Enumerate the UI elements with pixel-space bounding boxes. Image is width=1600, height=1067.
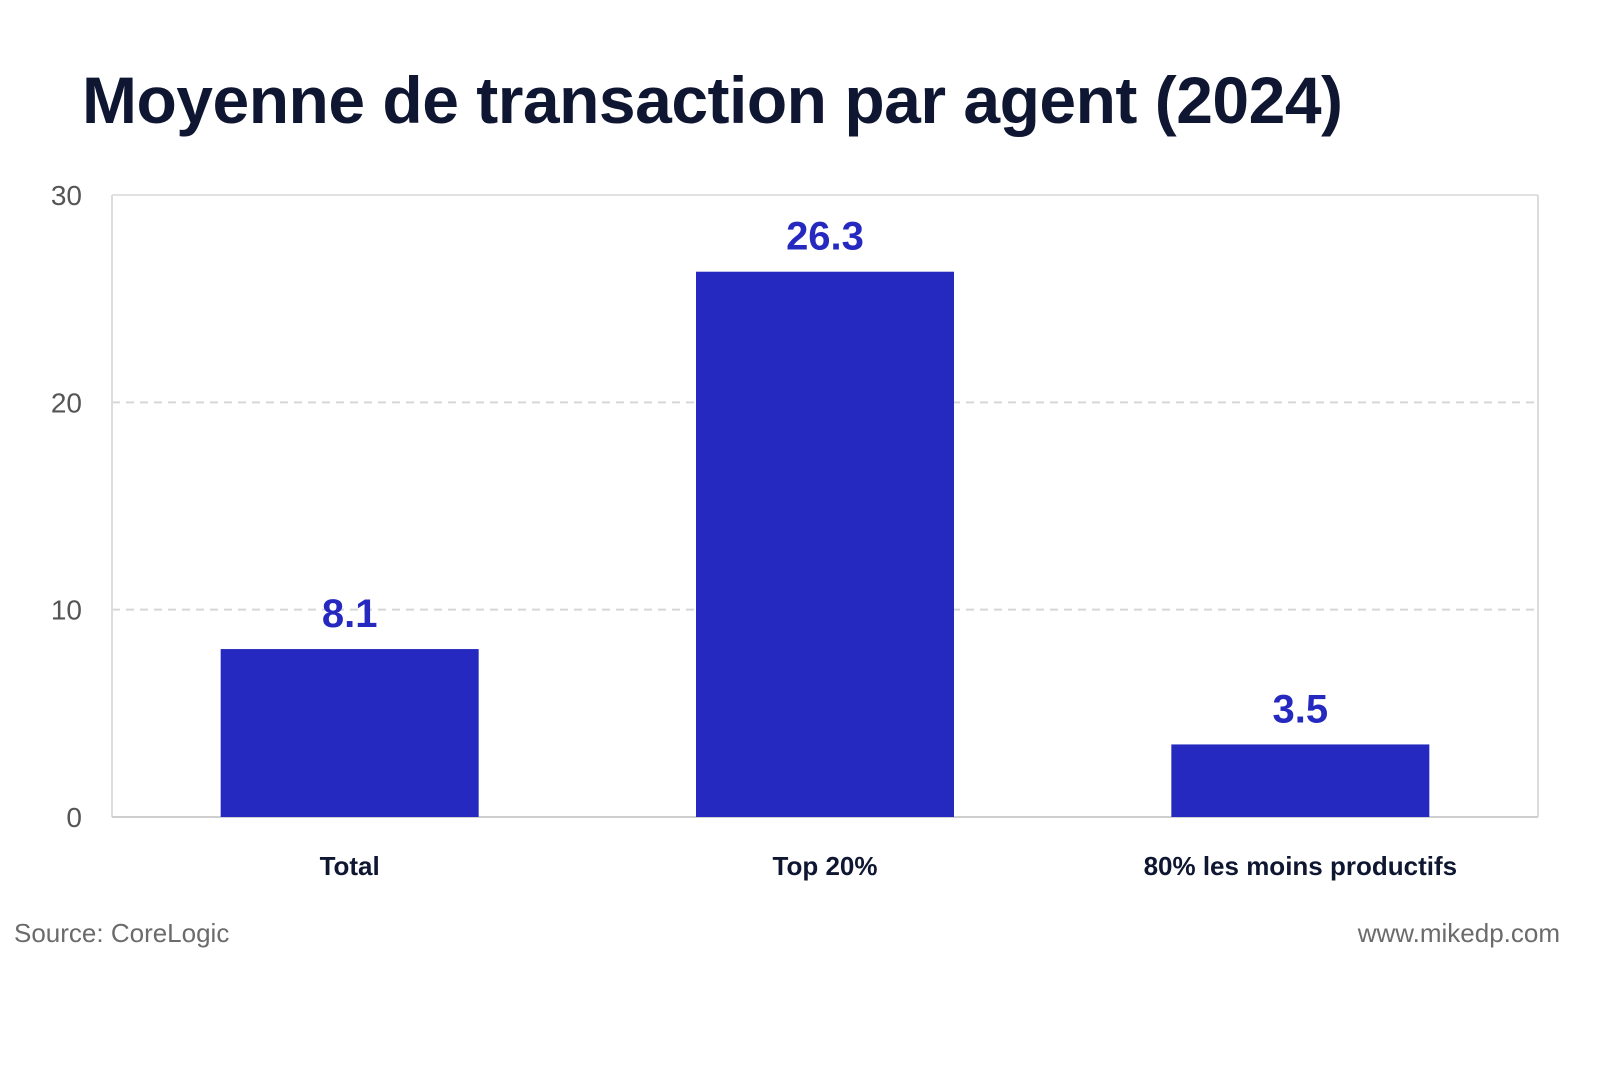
x-category-label: Top 20% bbox=[773, 851, 878, 881]
y-tick-label: 30 bbox=[51, 180, 82, 211]
bars bbox=[220, 271, 1430, 817]
source-note: Source: CoreLogic bbox=[14, 918, 230, 948]
bar bbox=[220, 649, 479, 817]
value-labels: 8.1 26.3 3.5 bbox=[322, 215, 1328, 732]
bar-value-label: 3.5 bbox=[1273, 687, 1329, 731]
chart-title: Moyenne de transaction par agent (2024) bbox=[82, 63, 1343, 137]
y-tick-label: 20 bbox=[51, 387, 82, 418]
bar bbox=[696, 271, 954, 817]
y-tick-label: 10 bbox=[51, 595, 82, 626]
x-category-label: Total bbox=[320, 851, 380, 881]
website-credit: www.mikedp.com bbox=[1357, 918, 1560, 948]
bar bbox=[1171, 744, 1430, 817]
bar-value-label: 8.1 bbox=[322, 592, 378, 636]
y-axis-ticks: 0 10 20 30 bbox=[51, 180, 82, 833]
y-tick-label: 0 bbox=[66, 802, 82, 833]
bar-value-label: 26.3 bbox=[786, 215, 864, 259]
x-axis-labels: Total Top 20% 80% les moins productifs bbox=[320, 851, 1458, 881]
x-category-label: 80% les moins productifs bbox=[1144, 851, 1458, 881]
